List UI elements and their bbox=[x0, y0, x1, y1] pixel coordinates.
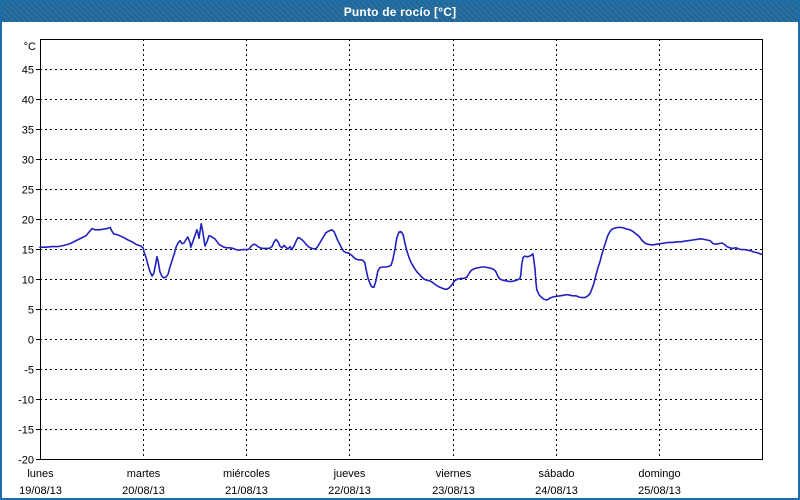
date-label: 23/08/13 bbox=[432, 485, 475, 497]
y-axis-label: -15 bbox=[18, 425, 34, 437]
day-label: martes bbox=[127, 468, 161, 480]
y-axis-label: 35 bbox=[22, 125, 34, 137]
y-axis-label: 30 bbox=[22, 155, 34, 167]
plot-frame bbox=[40, 39, 763, 460]
y-axis-label: 10 bbox=[22, 275, 34, 287]
y-axis-label: 5 bbox=[28, 305, 34, 317]
y-axis-label: 25 bbox=[22, 185, 34, 197]
chart-title: Punto de rocío [°C] bbox=[2, 2, 798, 22]
date-label: 20/08/13 bbox=[122, 485, 165, 497]
y-axis-label: 45 bbox=[22, 65, 34, 77]
date-label: 19/08/13 bbox=[19, 485, 62, 497]
y-axis-label: 20 bbox=[22, 215, 34, 227]
day-label: jueves bbox=[333, 468, 366, 480]
day-label: domingo bbox=[638, 468, 680, 480]
date-label: 22/08/13 bbox=[328, 485, 371, 497]
y-axis-label: -20 bbox=[18, 455, 34, 467]
dewpoint-line bbox=[39, 223, 763, 301]
y-axis-label: 15 bbox=[22, 245, 34, 257]
y-axis-label: -5 bbox=[24, 365, 34, 377]
y-axis-label: 0 bbox=[28, 335, 34, 347]
y-axis-label: -10 bbox=[18, 395, 34, 407]
y-axis-unit-label: °C bbox=[24, 41, 36, 53]
day-label: lunes bbox=[27, 468, 54, 480]
date-label: 24/08/13 bbox=[535, 485, 578, 497]
day-label: sábado bbox=[538, 468, 574, 480]
date-label: 25/08/13 bbox=[638, 485, 681, 497]
day-label: viernes bbox=[436, 468, 472, 480]
date-label: 21/08/13 bbox=[225, 485, 268, 497]
y-axis-label: 40 bbox=[22, 95, 34, 107]
day-label: miércoles bbox=[223, 468, 271, 480]
